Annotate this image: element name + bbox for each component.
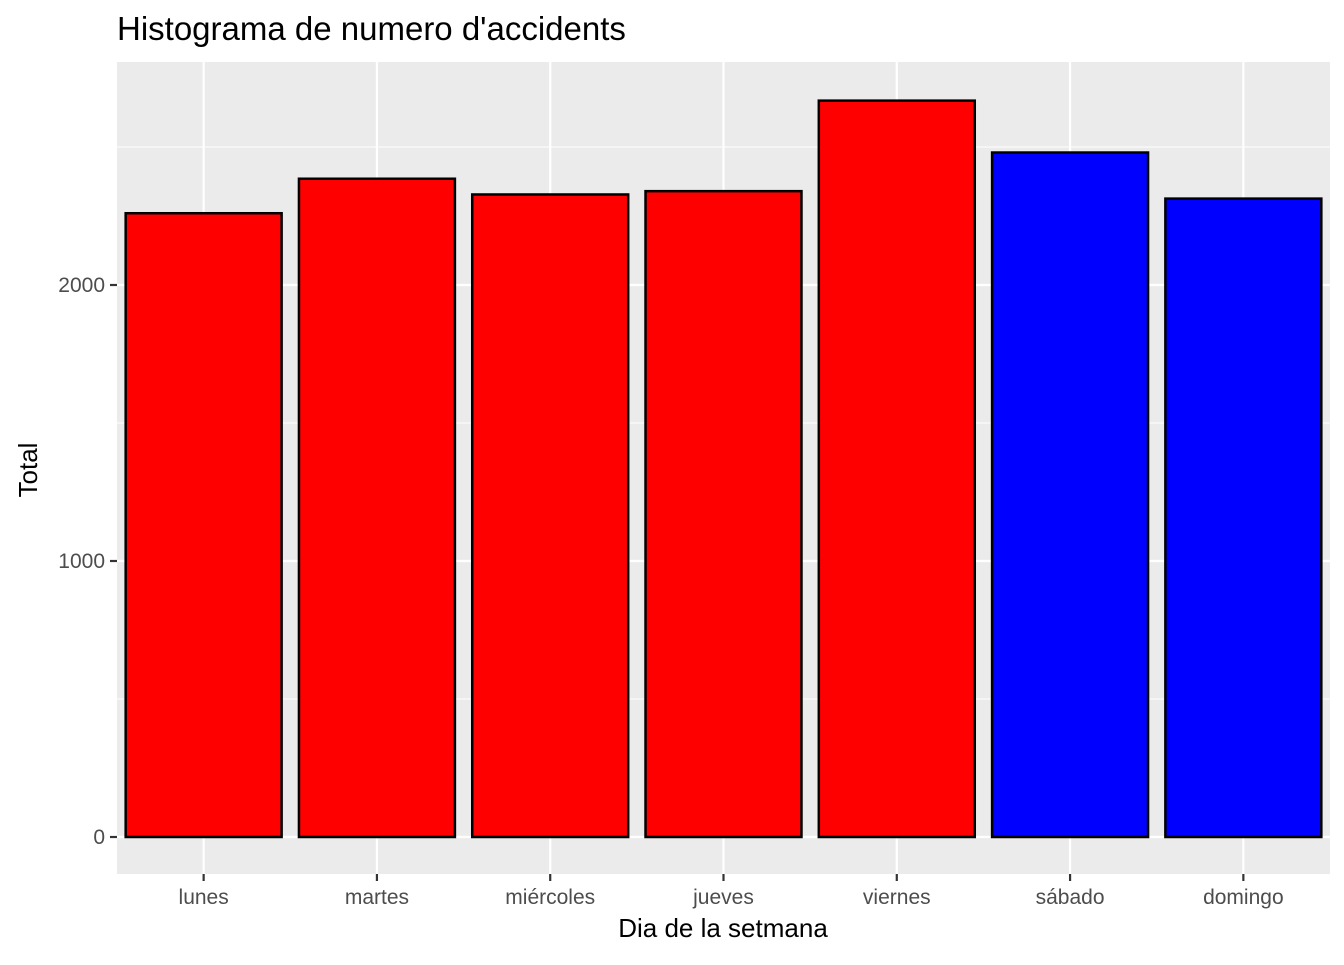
y-axis: 0 1000 2000: [58, 274, 117, 849]
y-tick-label: 1000: [58, 550, 105, 573]
bar-miércoles: [470, 193, 630, 839]
x-axis-title: Dia de la setmana: [618, 913, 828, 943]
x-axis: lunes martes miércoles jueves viernes sábado d…: [179, 874, 1284, 909]
chart-title: Histograma de numero d'accidents: [117, 10, 626, 47]
x-tick-label-martes: martes: [345, 886, 409, 909]
x-tick-label-jueves: jueves: [692, 886, 754, 909]
bar-domingo: [1164, 197, 1323, 839]
bar-viernes: [817, 99, 977, 839]
bar-sábado: [990, 151, 1150, 839]
x-tick-label-domingo: domingo: [1203, 886, 1284, 909]
bars-group: [124, 99, 1323, 839]
x-tick-label-viernes: viernes: [863, 886, 931, 909]
x-tick-label-miércoles: miércoles: [505, 886, 595, 909]
x-tick-label-lunes: lunes: [179, 886, 229, 909]
bar-jueves: [644, 189, 803, 839]
y-axis-title: Total: [13, 443, 43, 498]
bar-lunes: [124, 211, 283, 839]
y-tick-label: 2000: [58, 274, 105, 297]
x-tick-label-sábado: sábado: [1036, 886, 1105, 909]
y-tick-label: 0: [93, 826, 105, 849]
bar-martes: [297, 177, 457, 839]
